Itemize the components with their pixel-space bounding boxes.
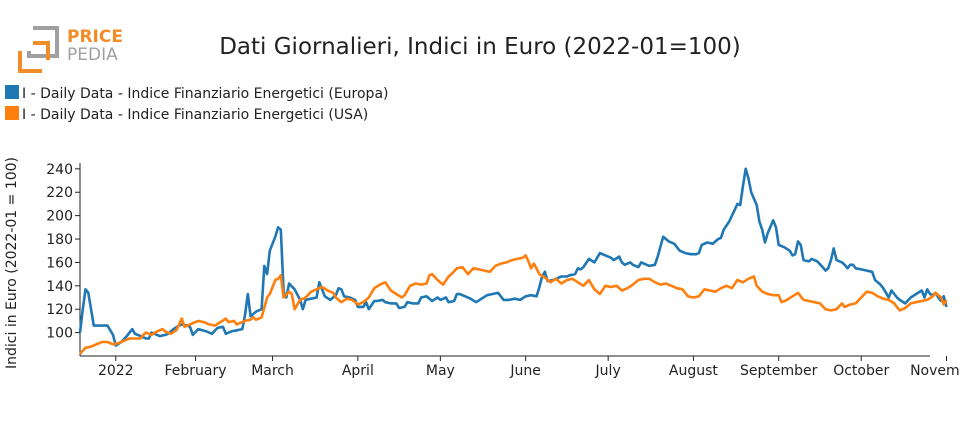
y-tick-label: 140 <box>46 279 73 295</box>
x-tick-label: May <box>426 363 455 379</box>
y-tick-label: 240 <box>46 162 73 178</box>
x-axis: 2022 February March April May June July August S… <box>80 355 960 379</box>
logo-line2: PEDIA <box>67 45 118 65</box>
chart-title: Dati Giornalieri, Indici in Euro (2022-0… <box>219 34 741 60</box>
x-tick-label: February <box>165 363 227 379</box>
y-tick-label: 220 <box>46 185 73 201</box>
legend: I - Daily Data - Indice Finanziario Ener… <box>5 85 388 123</box>
y-axis: 100 120 140 160 180 200 220 240 <box>46 162 81 356</box>
y-tick-label: 200 <box>46 209 73 225</box>
legend-label-usa: I - Daily Data - Indice Finanziario Ener… <box>22 107 368 123</box>
x-tick-label: March <box>251 363 294 379</box>
x-tick-label: November <box>910 363 960 379</box>
y-tick-label: 120 <box>46 302 73 318</box>
x-tick-label: June <box>509 363 541 379</box>
y-tick-label: 100 <box>46 326 73 342</box>
y-tick-label: 160 <box>46 255 73 271</box>
y-tick-label: 180 <box>46 232 73 248</box>
x-tick-label: October <box>833 363 889 379</box>
series-line-usa <box>79 254 948 355</box>
logo-mask-2 <box>42 60 62 78</box>
x-tick-label: April <box>342 363 374 379</box>
series-line-europa <box>78 167 948 347</box>
legend-item-usa[interactable]: I - Daily Data - Indice Finanziario Ener… <box>5 106 368 123</box>
x-tick-label: 2022 <box>98 363 134 379</box>
x-tick-label: August <box>669 363 719 379</box>
legend-swatch-europa <box>5 85 19 99</box>
logo-square-orange <box>18 41 50 73</box>
legend-item-europa[interactable]: I - Daily Data - Indice Finanziario Ener… <box>5 85 388 102</box>
series-layer <box>78 167 948 355</box>
x-tick-label: July <box>595 363 621 379</box>
y-axis-title: Indici in Euro (2022-01 = 100) <box>4 157 20 369</box>
logo-mask <box>15 25 33 51</box>
legend-label-europa: I - Daily Data - Indice Finanziario Ener… <box>22 86 388 102</box>
x-tick-label: September <box>740 363 818 379</box>
logo-line1: PRICE <box>67 27 123 47</box>
legend-swatch-usa <box>5 106 19 120</box>
pricepedia-logo: PRICE PEDIA <box>15 25 123 78</box>
